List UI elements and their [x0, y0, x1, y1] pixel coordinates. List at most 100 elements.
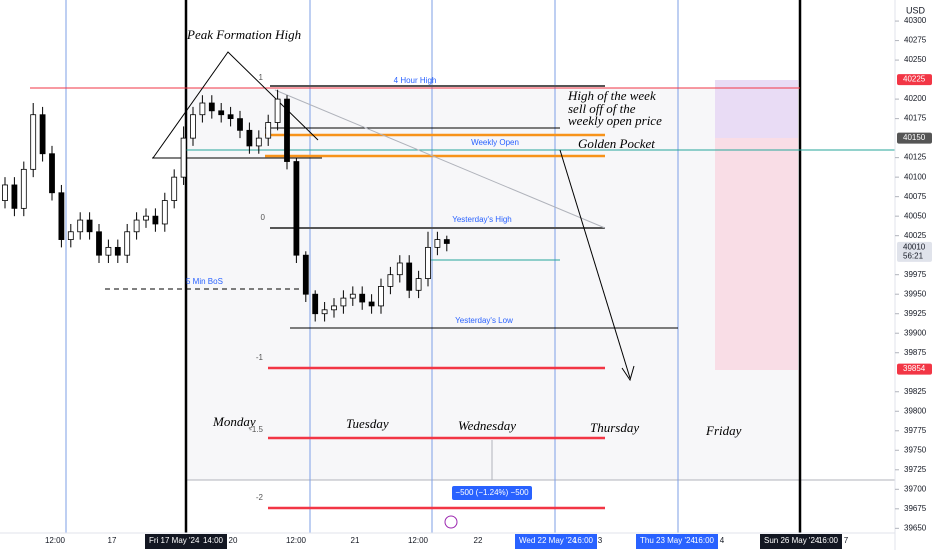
candle-body — [11, 184, 18, 209]
candle-body — [293, 161, 300, 256]
fib-label: 0 — [261, 213, 266, 222]
y-tick-label: 40050 — [904, 211, 927, 220]
measure-badge — [452, 486, 532, 500]
price-badge-label: 40225 — [903, 75, 926, 84]
price-badge — [897, 132, 932, 144]
fib-label: -1 — [256, 353, 264, 362]
y-tick-label: 40100 — [904, 172, 927, 181]
candle-body — [284, 98, 290, 162]
fib-label: -1.5 — [249, 425, 263, 434]
candle-body — [302, 254, 309, 295]
y-tick-label: 39875 — [904, 348, 927, 357]
day: Wednesday — [458, 418, 516, 433]
time-badge — [760, 534, 842, 549]
fib-label: -2 — [256, 493, 264, 502]
price-badge — [897, 74, 932, 86]
price-badge — [897, 241, 932, 262]
candle-body — [246, 129, 253, 147]
candle-body — [255, 137, 262, 147]
y-tick-label: 40175 — [904, 114, 927, 123]
candle-body — [86, 219, 93, 233]
note-line: sell off of the — [568, 101, 636, 116]
level-label: 4 Hour High — [394, 76, 437, 85]
candle-body — [30, 114, 37, 170]
y-tick-label: 39900 — [904, 328, 927, 337]
candle-body — [133, 219, 140, 233]
time-badge — [145, 534, 227, 549]
candle-body — [312, 293, 319, 315]
candle-body — [368, 301, 375, 307]
note-line: High of the week — [567, 88, 656, 103]
fib-label: 1 — [259, 73, 264, 82]
golden-pocket: Golden Pocket — [578, 136, 655, 151]
candle-body — [124, 231, 131, 256]
x-tick-label: 7 — [844, 536, 849, 545]
time-badge-date: Fri 17 May '24 — [149, 536, 200, 545]
time-badge-time: 14:00 — [203, 536, 224, 545]
candle-body — [321, 309, 328, 315]
x-tick-label: 17 — [108, 536, 117, 545]
candle-body — [208, 102, 215, 112]
y-tick-label: 39800 — [904, 406, 927, 415]
candle-body — [199, 102, 206, 116]
candle-body — [218, 110, 225, 116]
time-badge-date: Sun 26 May '24 — [764, 536, 820, 545]
candle-body — [340, 297, 347, 307]
time-badge-time: 16:00 — [818, 536, 839, 545]
measure-label: −500 (−1.24%) −500 — [455, 488, 529, 497]
currency: USD — [906, 5, 926, 15]
y-tick-label: 39950 — [904, 289, 927, 298]
peak-label: Peak Formation High — [186, 27, 301, 42]
day: Tuesday — [346, 416, 389, 431]
day: Monday — [212, 414, 256, 429]
day: Thursday — [590, 420, 639, 435]
time-badge-time: 16:00 — [694, 536, 715, 545]
level-label: Weekly Open — [471, 138, 519, 147]
level-label: Yesterday's Low — [455, 316, 513, 325]
candle-body — [77, 219, 84, 233]
y-tick-label: 39975 — [904, 270, 927, 279]
price-badge-label: 40010 — [903, 242, 926, 251]
candle-body — [171, 176, 178, 201]
candle-body — [237, 118, 243, 131]
time-badge-time: 16:00 — [573, 536, 594, 545]
note-line: weekly open price — [568, 113, 662, 128]
y-tick-label: 40025 — [904, 231, 927, 240]
candle-body — [274, 98, 281, 123]
y-tick-label: 39675 — [904, 504, 927, 513]
x-tick-label: 4 — [720, 536, 725, 545]
candle-body — [434, 239, 441, 248]
candle-body — [67, 231, 74, 240]
candle-body — [114, 246, 121, 256]
candle-body — [359, 293, 366, 303]
candle-body — [152, 215, 159, 225]
y-tick-label: 40125 — [904, 153, 927, 162]
level-label: Yesterday's High — [452, 215, 512, 224]
candle-body — [387, 274, 394, 287]
y-tick-label: 39700 — [904, 484, 927, 493]
price-badge-label: 39854 — [903, 364, 926, 373]
candles — [2, 89, 450, 322]
candle-body — [58, 192, 65, 240]
x-tick-label: 20 — [229, 536, 238, 545]
candle-body — [406, 262, 413, 291]
candle-body — [105, 246, 112, 256]
time-badge — [636, 534, 718, 549]
x-tick-label: 3 — [598, 536, 603, 545]
x-tick-label: 12:00 — [45, 536, 66, 545]
candle-body — [331, 305, 337, 311]
x-tick-label: 21 — [351, 536, 360, 545]
candle-body — [425, 246, 431, 279]
candle-body — [20, 168, 27, 209]
y-tick-label: 40300 — [904, 16, 927, 25]
day: Friday — [705, 423, 742, 438]
y-tick-label: 39725 — [904, 465, 927, 474]
candle-body — [265, 122, 272, 139]
y-tick-label: 39650 — [904, 523, 927, 532]
y-tick-label: 39925 — [904, 309, 927, 318]
candle-body — [190, 114, 196, 139]
candle-body — [443, 239, 450, 244]
candle-body — [143, 215, 149, 221]
time-badge-date: Thu 23 May '24 — [640, 536, 695, 545]
